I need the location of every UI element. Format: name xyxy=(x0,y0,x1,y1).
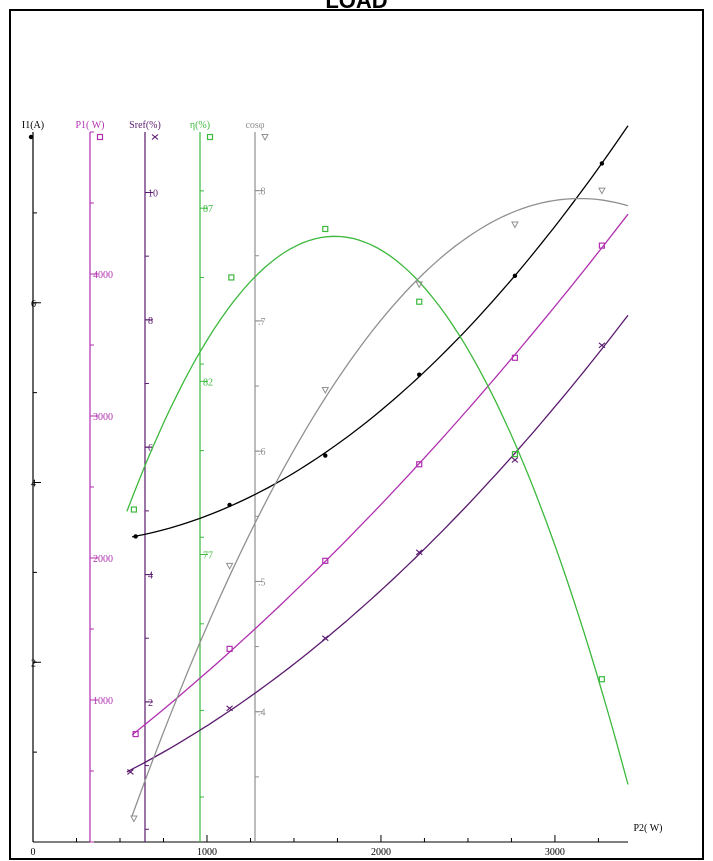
axis-tick-label-p1: 4000 xyxy=(93,270,113,281)
point-i1 xyxy=(417,372,422,377)
point-i1 xyxy=(512,273,518,278)
point-eta xyxy=(598,676,606,683)
curve-i1 xyxy=(132,125,629,538)
x-axis-label: P2( W) xyxy=(634,823,663,834)
point-p1 xyxy=(511,354,519,361)
point-cos xyxy=(598,187,606,195)
axis-marker-i1 xyxy=(28,134,34,140)
point-sref xyxy=(226,705,233,712)
point-eta xyxy=(228,274,235,281)
axis-tick-label-sref: 8 xyxy=(148,316,153,327)
point-sref xyxy=(598,342,606,349)
curve-cos xyxy=(131,197,629,816)
axis-tick-label-sref: 2 xyxy=(148,698,153,709)
point-p1 xyxy=(226,645,233,652)
x-tick-label: 2000 xyxy=(371,847,391,858)
point-i1 xyxy=(133,534,138,539)
axis-tick-label-i1: 2 xyxy=(31,658,36,669)
x-tick-label: 3000 xyxy=(545,847,565,858)
axis-label-sref: Sref(%) xyxy=(129,120,161,131)
point-sref xyxy=(321,635,329,642)
axis-tick-label-cos: .6 xyxy=(258,447,266,458)
point-cos xyxy=(225,562,234,570)
point-eta xyxy=(322,225,329,233)
point-sref xyxy=(127,769,134,775)
point-cos xyxy=(321,386,330,394)
point-eta xyxy=(511,450,519,458)
axis-tick-label-eta: 77 xyxy=(203,551,213,562)
axis-marker-p1 xyxy=(96,133,104,141)
axis-tick-label-p1: 3000 xyxy=(93,412,113,423)
point-i1 xyxy=(323,453,328,458)
point-p1 xyxy=(416,461,423,468)
axis-tick-label-i1: 6 xyxy=(31,299,36,310)
curve-eta xyxy=(126,235,629,785)
point-i1 xyxy=(227,502,232,508)
point-cos xyxy=(511,221,519,229)
axis-marker-eta xyxy=(206,133,214,141)
point-sref xyxy=(415,549,423,556)
axis-label-i1: I1(A) xyxy=(22,120,44,131)
axis-tick-label-sref: 6 xyxy=(148,443,153,454)
axis-label-eta: η(%) xyxy=(190,120,210,131)
axis-marker-sref xyxy=(151,134,159,140)
axis-tick-label-eta: 82 xyxy=(203,377,213,388)
axis-tick-label-sref: 10 xyxy=(148,188,158,199)
plot-border xyxy=(9,9,704,860)
axis-label-p1: P1( W) xyxy=(76,120,105,131)
axis-tick-label-eta: 87 xyxy=(203,204,213,215)
point-i1 xyxy=(599,161,605,166)
curve-p1 xyxy=(131,213,629,736)
axis-tick-label-p1: 2000 xyxy=(93,554,113,565)
point-p1 xyxy=(598,242,606,249)
point-eta xyxy=(130,506,138,513)
axis-marker-cos xyxy=(261,134,269,142)
point-sref xyxy=(511,457,519,463)
axis-label-cos: cosφ xyxy=(245,120,264,131)
axis-tick-label-sref: 4 xyxy=(148,571,153,582)
point-p1 xyxy=(132,730,139,738)
curve-sref xyxy=(126,314,629,773)
axis-tick-label-cos: .5 xyxy=(258,577,266,588)
axis-tick-label-cos: .7 xyxy=(258,317,266,328)
point-p1 xyxy=(322,557,329,564)
axis-tick-label-i1: 4 xyxy=(31,479,36,490)
point-cos xyxy=(130,815,138,823)
axis-tick-label-cos: .4 xyxy=(258,708,266,719)
x-tick-label: 1000 xyxy=(197,847,217,858)
point-cos xyxy=(415,281,424,289)
x-tick-label: 0 xyxy=(31,847,36,858)
axis-tick-label-cos: .8 xyxy=(258,187,266,198)
point-eta xyxy=(416,298,423,305)
axis-tick-label-p1: 1000 xyxy=(93,696,113,707)
